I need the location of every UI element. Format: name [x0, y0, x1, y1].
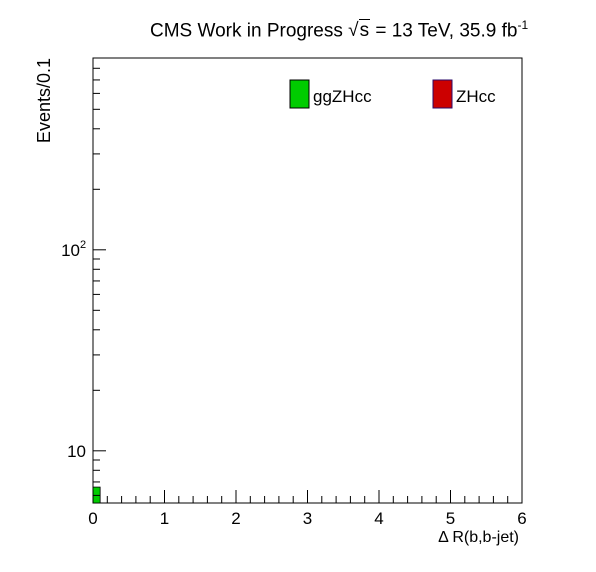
plot-frame: [92, 57, 523, 504]
y-tick-exponent: 2: [80, 239, 86, 251]
x-axis-label: Δ R(b,b-jet): [438, 529, 519, 546]
x-tick-label: 6: [517, 509, 526, 528]
chart-title: CMS Work in Progress √s = 13 TeV, 35.9 f…: [150, 18, 528, 42]
title-prefix: CMS Work in Progress: [150, 20, 343, 42]
legend-label: ggZHcc: [313, 87, 372, 106]
legend-swatch: [432, 79, 453, 109]
x-tick-label: 1: [160, 509, 169, 528]
y-tick-label: 10: [67, 442, 86, 461]
x-tick-label: 3: [303, 509, 312, 528]
title-energy-text: = 13 TeV, 35.9 fb: [370, 20, 518, 42]
x-tick-label: 5: [446, 509, 455, 528]
legend-swatch: [289, 79, 310, 109]
title-lumi-exponent: -1: [517, 18, 529, 32]
x-tick-label: 2: [231, 509, 240, 528]
x-tick-label: 0: [88, 509, 97, 528]
sqrt-symbol: √s: [348, 19, 371, 42]
y-tick-label: 10: [61, 241, 80, 260]
y-axis-label: Events/0.1: [34, 58, 54, 143]
legend-label: ZHcc: [456, 87, 496, 106]
title-energy-symbol: s: [358, 19, 371, 42]
x-tick-label: 4: [374, 509, 383, 528]
